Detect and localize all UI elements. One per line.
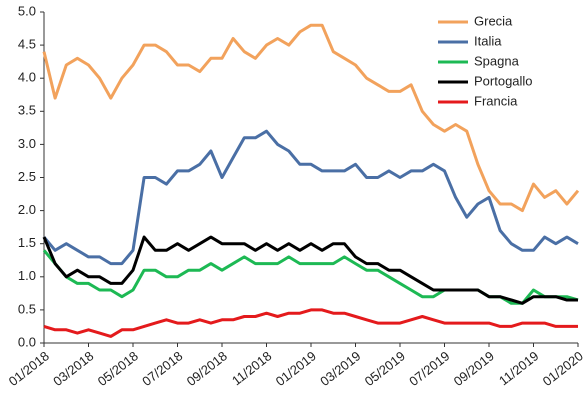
x-tick-label: 01/2019 (273, 348, 319, 389)
x-tick-label: 07/2019 (406, 348, 452, 389)
y-tick-label: 1.0 (18, 268, 36, 283)
y-tick-label: 5.0 (18, 3, 36, 18)
series-line (42, 23, 580, 213)
legend-label: Portogallo (474, 73, 533, 88)
y-tick-label: 3.0 (18, 136, 36, 151)
y-tick-label: 1.5 (18, 235, 36, 250)
y-tick-label: 2.0 (18, 202, 36, 217)
x-tick-label: 03/2019 (317, 348, 363, 389)
legend-label: Grecia (474, 13, 513, 28)
x-tick-label: 11/2019 (496, 348, 542, 388)
series-line (42, 129, 579, 266)
legend-label: Italia (474, 33, 502, 48)
legend-label: Spagna (474, 53, 520, 68)
y-tick-label: 0.5 (18, 301, 36, 316)
x-tick-label: 05/2018 (95, 348, 141, 389)
series-line (42, 235, 578, 305)
x-tick-label: 05/2019 (362, 348, 408, 389)
y-tick-label: 0.0 (18, 334, 36, 349)
y-tick-label: 2.5 (18, 169, 36, 184)
x-tick-label: 09/2019 (451, 348, 497, 389)
x-tick-label: 09/2018 (184, 348, 230, 389)
y-tick-label: 4.5 (18, 37, 36, 52)
x-tick-label: 07/2018 (139, 348, 185, 389)
x-tick-label: 01/2020 (540, 348, 585, 389)
series-line (43, 308, 578, 338)
x-tick-label: 11/2018 (229, 348, 275, 388)
y-tick-label: 4.0 (18, 70, 36, 85)
x-tick-label: 03/2018 (50, 348, 96, 389)
legend-label: Francia (474, 93, 518, 108)
y-tick-label: 3.5 (18, 103, 36, 118)
x-tick-label: 01/2018 (6, 348, 52, 389)
